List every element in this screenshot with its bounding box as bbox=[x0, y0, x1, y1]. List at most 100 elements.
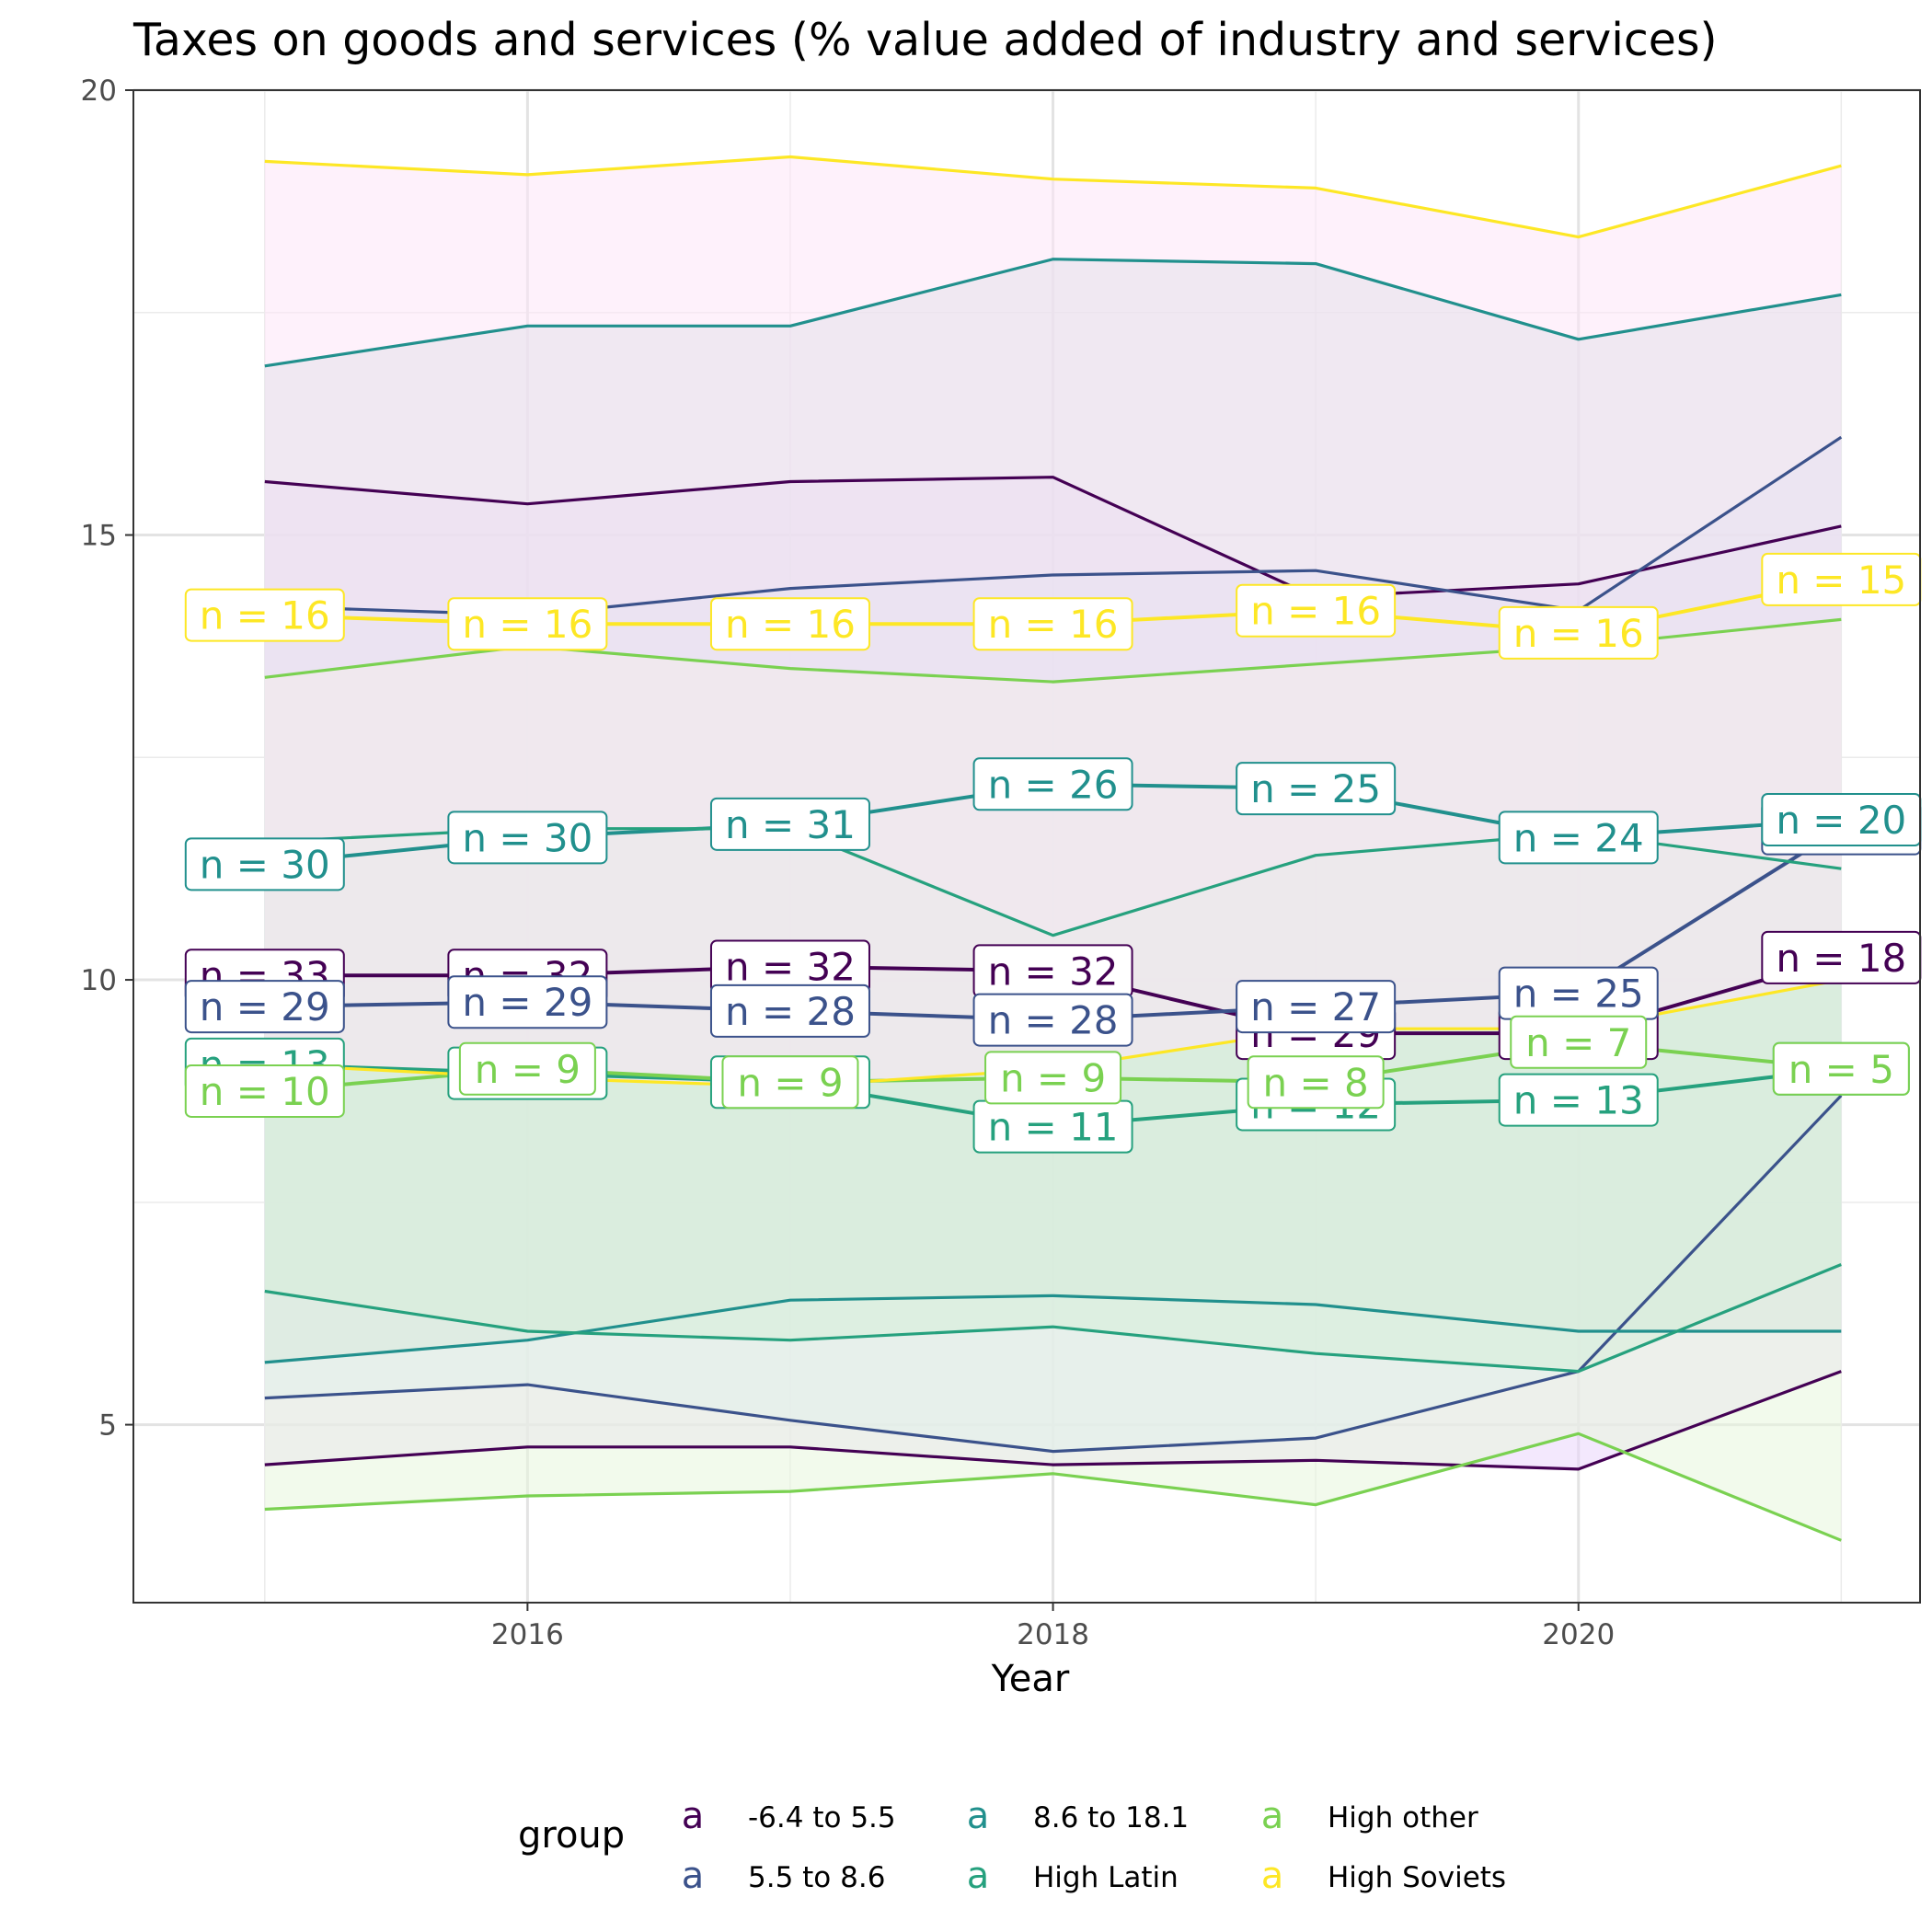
n-label-text: n = 18 bbox=[1776, 936, 1906, 981]
n-label: n = 24 bbox=[1498, 811, 1659, 865]
n-label-box bbox=[1498, 1073, 1659, 1127]
n-label-text: n = 10 bbox=[200, 1069, 330, 1114]
n-label-text: n = 29 bbox=[462, 980, 592, 1025]
series-line-lower bbox=[264, 1294, 1842, 1364]
series-line-upper bbox=[264, 155, 1842, 239]
n-label-text: n = 25 bbox=[1250, 766, 1381, 811]
legend-label: High Latin bbox=[1033, 1861, 1179, 1894]
n-label-text: n = 29 bbox=[200, 984, 330, 1029]
axes: 5 10 15 20 2016 2018 2020 bbox=[81, 75, 1616, 1651]
legend-key: a bbox=[967, 1855, 990, 1897]
n-label: n = 25 bbox=[1498, 966, 1659, 1020]
legend: group a -6.4 to 5.5 a 5.5 to 8.6 a 8.6 to 18.… bbox=[518, 1795, 1506, 1897]
n-labels: n = 13n = 12n = 12n = 11n = 12n = 13n = … bbox=[184, 552, 1922, 1154]
y-tick-label: 20 bbox=[81, 75, 117, 108]
n-label: n = 16 bbox=[1236, 583, 1397, 638]
n-label: n = 26 bbox=[972, 757, 1133, 811]
x-tick-label: 2020 bbox=[1542, 1618, 1615, 1651]
n-label-text: n = 11 bbox=[988, 1105, 1119, 1150]
panel-border bbox=[132, 89, 1921, 1604]
n-label: n = 16 bbox=[972, 597, 1133, 651]
n-label-box bbox=[447, 975, 608, 1029]
legend-label: 5.5 to 8.6 bbox=[748, 1861, 885, 1894]
n-label-text: n = 15 bbox=[1776, 558, 1906, 603]
legend-label: -6.4 to 5.5 bbox=[748, 1801, 896, 1834]
n-label-text: n = 32 bbox=[988, 949, 1119, 994]
n-label: n = 11 bbox=[972, 1099, 1133, 1154]
n-label: n = 5 bbox=[1772, 1041, 1910, 1096]
legend-key: a bbox=[1261, 1795, 1284, 1837]
n-label-box bbox=[984, 1051, 1122, 1105]
n-label-box bbox=[184, 588, 345, 642]
n-label-text: n = 13 bbox=[1513, 1078, 1644, 1123]
n-label-box bbox=[1498, 811, 1659, 865]
n-label: n = 9 bbox=[721, 1055, 859, 1110]
legend-item: a -6.4 to 5.5 bbox=[682, 1795, 896, 1837]
series-line-lower bbox=[264, 1432, 1842, 1542]
series-line-upper bbox=[264, 258, 1842, 368]
n-label-box bbox=[184, 980, 345, 1034]
n-label: n = 16 bbox=[709, 597, 870, 651]
y-tick-label: 15 bbox=[81, 520, 117, 553]
n-label-text: n = 9 bbox=[737, 1060, 843, 1105]
n-label-box bbox=[1236, 583, 1397, 638]
n-label: n = 18 bbox=[1761, 930, 1922, 984]
n-label: n = 16 bbox=[184, 588, 345, 642]
n-label-text: n = 16 bbox=[200, 593, 330, 638]
legend-item: a High Soviets bbox=[1261, 1855, 1506, 1897]
n-label-text: n = 5 bbox=[1788, 1047, 1894, 1092]
legend-label: 8.6 to 18.1 bbox=[1033, 1801, 1189, 1834]
n-label-box bbox=[1236, 980, 1397, 1034]
series-line-lower bbox=[264, 1263, 1842, 1374]
n-label: n = 25 bbox=[1236, 762, 1397, 816]
chart-title: Taxes on goods and services (% value add… bbox=[132, 14, 1718, 66]
n-label-box bbox=[1498, 605, 1659, 660]
n-label: n = 30 bbox=[447, 811, 608, 865]
n-label-text: n = 26 bbox=[988, 762, 1119, 807]
n-label-box bbox=[1772, 1041, 1910, 1096]
n-label-box bbox=[184, 837, 345, 891]
legend-item: a 8.6 to 18.1 bbox=[967, 1795, 1189, 1837]
n-label-text: n = 28 bbox=[725, 989, 856, 1034]
n-label-text: n = 32 bbox=[725, 945, 856, 990]
n-label-text: n = 16 bbox=[1513, 611, 1644, 656]
series-line-upper bbox=[264, 476, 1842, 599]
legend-title: group bbox=[518, 1814, 625, 1857]
legend-key: a bbox=[682, 1855, 705, 1897]
n-label-box bbox=[972, 757, 1133, 811]
n-label: n = 20 bbox=[1761, 792, 1922, 846]
n-label-box bbox=[721, 1055, 859, 1110]
series-line-lower bbox=[264, 1370, 1842, 1471]
n-label: n = 32 bbox=[972, 944, 1133, 998]
n-label-text: n = 16 bbox=[988, 602, 1119, 647]
n-label-box bbox=[709, 983, 870, 1038]
y-tick-label: 5 bbox=[98, 1409, 117, 1443]
n-label-text: n = 24 bbox=[1513, 815, 1644, 860]
n-label: n = 16 bbox=[1498, 605, 1659, 660]
n-label: n = 16 bbox=[447, 597, 608, 651]
n-label: n = 28 bbox=[972, 993, 1133, 1047]
n-label: n = 9 bbox=[984, 1051, 1122, 1105]
n-label: n = 32 bbox=[709, 939, 870, 994]
ribbons bbox=[264, 156, 1842, 1541]
n-label: n = 29 bbox=[447, 975, 608, 1029]
legend-key: a bbox=[967, 1795, 990, 1837]
x-tick-label: 2016 bbox=[491, 1618, 564, 1651]
n-label: n = 10 bbox=[184, 1064, 345, 1118]
n-label-text: n = 30 bbox=[462, 815, 592, 860]
n-label-box bbox=[972, 993, 1133, 1047]
n-label-box bbox=[1236, 762, 1397, 816]
n-label-text: n = 9 bbox=[475, 1047, 581, 1092]
n-label: n = 9 bbox=[458, 1041, 596, 1096]
n-label: n = 31 bbox=[709, 797, 870, 851]
legend-key: a bbox=[1261, 1855, 1284, 1897]
legend-item: a 5.5 to 8.6 bbox=[682, 1855, 886, 1897]
n-label-text: n = 9 bbox=[1000, 1055, 1106, 1100]
n-label-text: n = 27 bbox=[1250, 984, 1381, 1029]
n-label-text: n = 8 bbox=[1263, 1060, 1369, 1105]
legend-label: High other bbox=[1328, 1801, 1478, 1834]
n-label-text: n = 25 bbox=[1513, 972, 1644, 1017]
n-label: n = 27 bbox=[1236, 980, 1397, 1034]
n-label-box bbox=[447, 811, 608, 865]
